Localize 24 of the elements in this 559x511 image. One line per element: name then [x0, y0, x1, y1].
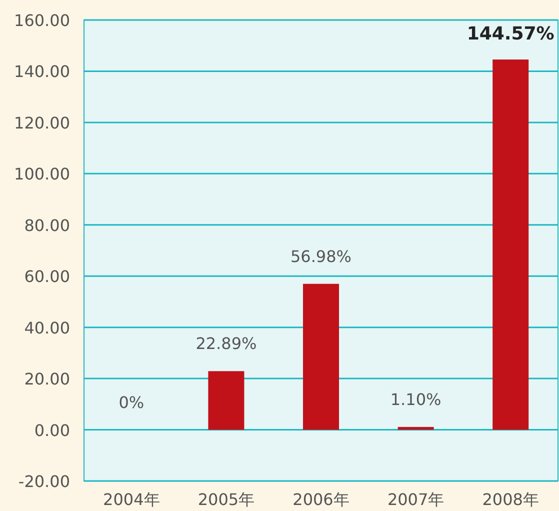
y-tick-label: 160.00: [14, 11, 70, 30]
y-tick-label: 40.00: [24, 318, 70, 338]
x-tick-label: 2007年: [387, 490, 444, 509]
data-label: 0%: [118, 392, 144, 412]
data-label: 56.98%: [290, 246, 352, 266]
data-label: 22.89%: [196, 334, 257, 354]
bar: [398, 426, 434, 430]
y-tick-label: 120.00: [14, 113, 70, 132]
y-tick-label: 20.00: [24, 370, 70, 389]
y-tick-label: 100.00: [14, 164, 70, 184]
y-tick-label: 80.00: [24, 216, 70, 235]
y-tick-label: 0.00: [34, 420, 70, 440]
x-tick-label: 2005年: [198, 490, 255, 509]
data-label: 144.57%: [466, 24, 554, 45]
y-tick-label: 60.00: [24, 267, 70, 286]
x-tick-label: 2008年: [482, 490, 539, 509]
bar: [303, 284, 339, 430]
x-tick-label: 2004年: [103, 490, 160, 509]
data-label: 1.10%: [390, 390, 442, 409]
y-tick-label: -20.00: [18, 472, 70, 491]
x-tick-label: 2006年: [292, 490, 350, 509]
bar: [208, 371, 244, 430]
y-tick-label: 140.00: [14, 62, 70, 82]
bar: [492, 60, 529, 430]
